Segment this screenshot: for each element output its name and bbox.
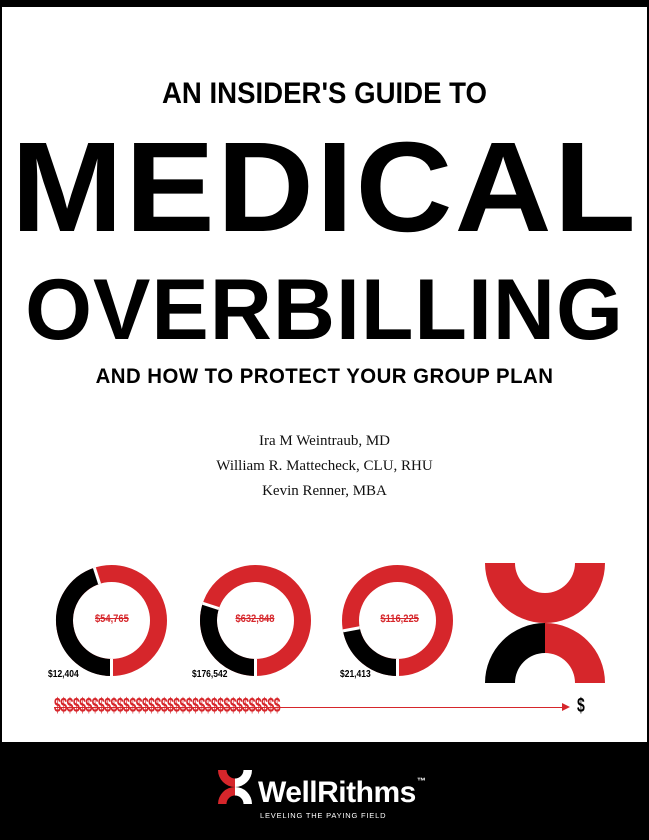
donut-chart-2 [200,565,311,676]
arrow-head-icon [562,703,570,711]
cover-page: AN INSIDER'S GUIDE TO MEDICAL OVERBILLIN… [2,5,647,742]
cover-title-medical: MEDICAL [11,116,638,259]
author-1: Ira M Weintraub, MD [259,433,390,449]
brand-text: WellRithms [258,776,416,809]
paid-amount-3: $21,413 [340,669,371,680]
top-rule [2,5,647,7]
donut-arc-paid [200,603,256,676]
author-2: William R. Mattecheck, CLU, RHU [216,458,433,474]
donut-separator [202,601,220,611]
cover-title-overbilling: OVERBILLING [25,262,624,358]
brand-tagline: LEVELING THE PAYING FIELD [260,811,387,820]
billed-amount-3: $116,225 [380,613,419,625]
donut-separator [92,567,102,585]
paid-amount-2: $176,542 [192,669,228,680]
cover-kicker: AN INSIDER'S GUIDE TO [161,77,488,110]
arrow-line [54,707,564,708]
billed-amount-1: $54,765 [94,613,129,625]
donut-arc-paid [342,627,398,676]
cover-subtitle: AND HOW TO PROTECT YOUR GROUP PLAN [95,365,554,388]
donut-chart-1 [56,565,167,676]
trademark: ™ [416,776,426,786]
wellrithms-quadrant-mark-icon [485,563,605,683]
paid-amount-1: $12,404 [48,669,79,680]
billed-amount-2: $632,848 [235,613,275,625]
brand-name: WellRithms™ [258,776,426,810]
wellrithms-logo-mark-icon [218,770,252,804]
donut-arc-paid [56,567,112,676]
single-dollar-sign: $ [577,695,585,717]
donut-chart-3 [342,565,453,676]
dollar-sign-row: $$$$$$$$$$$$$$$$$$$$$$$$$$$$$$$$$$$$ [54,695,281,717]
donut-separator [342,626,360,633]
author-3: Kevin Renner, MBA [262,483,387,499]
